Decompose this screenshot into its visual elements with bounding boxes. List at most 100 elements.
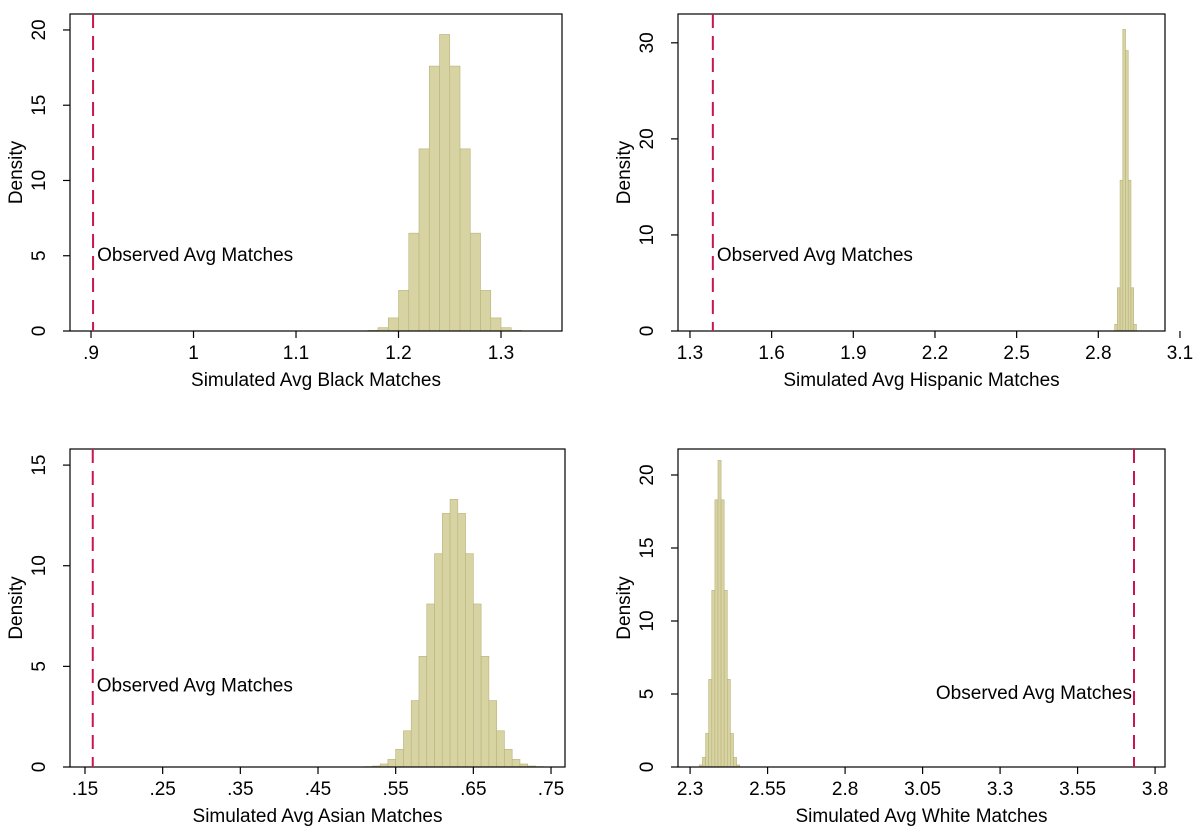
histogram-bar [496, 730, 505, 768]
histogram-bar [511, 759, 521, 768]
x-tick-label: .55 [382, 779, 408, 800]
histogram-bar [480, 656, 490, 768]
x-tick-label: 1.3 [488, 343, 514, 364]
y-tick-label: 0 [29, 762, 50, 773]
y-tick-label: 5 [29, 250, 50, 261]
histogram-bar [726, 679, 731, 768]
observed-label: Observed Avg Matches [936, 683, 1132, 704]
histogram-bar [730, 733, 734, 768]
y-tick-label: 20 [637, 464, 658, 485]
x-tick-label: 3.1 [1167, 343, 1193, 364]
x-tick-label: 3.8 [1142, 779, 1168, 800]
x-tick-label: 1.3 [677, 343, 703, 364]
x-tick-label: 1 [188, 343, 199, 364]
histogram-bar [1114, 323, 1118, 332]
y-tick-label: 20 [29, 19, 50, 40]
histogram-bar [398, 290, 410, 332]
y-axis-title: Density [614, 576, 635, 640]
histogram-bar [441, 513, 451, 768]
histogram-bar [711, 590, 716, 768]
histogram-bar [723, 590, 728, 768]
y-tick-label: 15 [637, 537, 658, 558]
x-tick-label: .15 [72, 779, 98, 800]
y-tick-label: 0 [29, 326, 50, 337]
observed-label: Observed Avg Matches [97, 676, 293, 697]
histogram-bar [418, 148, 430, 332]
histogram-bar [418, 656, 428, 768]
x-axis-title: Simulated Avg Black Matches [191, 370, 441, 391]
y-tick-label: 10 [29, 555, 50, 576]
x-tick-label: 3.55 [1059, 779, 1096, 800]
histogram-bar [434, 553, 443, 768]
histogram-bar [504, 748, 513, 768]
x-tick-label: .65 [460, 779, 486, 800]
y-tick-label: 30 [637, 32, 658, 53]
observed-label: Observed Avg Matches [97, 245, 293, 266]
histogram-bar [449, 499, 459, 768]
x-tick-label: 1.6 [758, 343, 784, 364]
histogram-bar [480, 290, 492, 332]
x-axis-title: Simulated Avg Asian Matches [193, 806, 443, 826]
histogram-bar [469, 232, 481, 332]
y-axis-title: Density [6, 140, 27, 204]
y-tick-label: 5 [637, 689, 658, 700]
histogram-bar [714, 499, 719, 768]
histogram-bar [387, 759, 396, 768]
y-tick-label: 10 [29, 170, 50, 191]
histogram-bar [705, 733, 709, 768]
x-tick-label: 3.05 [904, 779, 941, 800]
histogram-bar [459, 148, 471, 332]
plot-frame [677, 13, 1166, 332]
x-tick-label: 1.2 [385, 343, 411, 364]
x-tick-label: .75 [538, 779, 564, 800]
histogram-bar [1125, 50, 1129, 332]
histogram-bar [488, 700, 497, 768]
histogram-bar [408, 232, 420, 332]
histogram-bar [708, 679, 713, 768]
histogram-bar [1133, 323, 1137, 332]
x-tick-label: 1.1 [283, 343, 309, 364]
x-tick-label: 2.5 [1003, 343, 1029, 364]
y-axis-title: Density [614, 140, 635, 204]
histogram-bar [449, 65, 461, 332]
y-tick-label: 5 [29, 661, 50, 672]
x-tick-label: .9 [83, 343, 99, 364]
x-tick-label: .25 [149, 779, 175, 800]
x-tick-label: 2.3 [677, 779, 703, 800]
y-tick-label: 20 [637, 128, 658, 149]
y-tick-label: 10 [637, 610, 658, 631]
x-tick-label: 3.3 [987, 779, 1013, 800]
histogram-bar [1130, 287, 1134, 332]
histogram-bar [1127, 179, 1132, 332]
histogram-bar [490, 317, 502, 332]
x-axis-title: Simulated Avg White Matches [795, 806, 1047, 826]
histogram-bar [1119, 179, 1124, 332]
histogram-bar [702, 757, 706, 768]
x-tick-label: 2.8 [832, 779, 858, 800]
histogram-bar [439, 34, 451, 332]
histogram-bar [426, 603, 435, 768]
y-tick-label: 10 [637, 224, 658, 245]
y-tick-label: 15 [29, 95, 50, 116]
histogram-bar [428, 65, 440, 332]
y-tick-label: 0 [637, 762, 658, 773]
histogram-bar [403, 730, 412, 768]
x-axis-title: Simulated Avg Hispanic Matches [783, 370, 1059, 391]
y-tick-label: 0 [637, 326, 658, 337]
y-tick-label: 15 [29, 455, 50, 476]
observed-label: Observed Avg Matches [717, 245, 913, 266]
plot-frame [677, 448, 1166, 768]
histogram-bar [1122, 29, 1126, 332]
histogram-bar [457, 513, 466, 768]
histogram-bar [473, 603, 482, 768]
histogram-bar [733, 757, 737, 768]
x-tick-label: 2.2 [922, 343, 948, 364]
x-tick-label: .45 [305, 779, 331, 800]
histogram-bar [717, 460, 722, 768]
x-tick-label: 2.55 [749, 779, 786, 800]
x-tick-label: .35 [227, 779, 253, 800]
histogram-bar [1117, 287, 1121, 332]
histogram-bar [465, 553, 474, 768]
histogram-bar [387, 317, 399, 332]
